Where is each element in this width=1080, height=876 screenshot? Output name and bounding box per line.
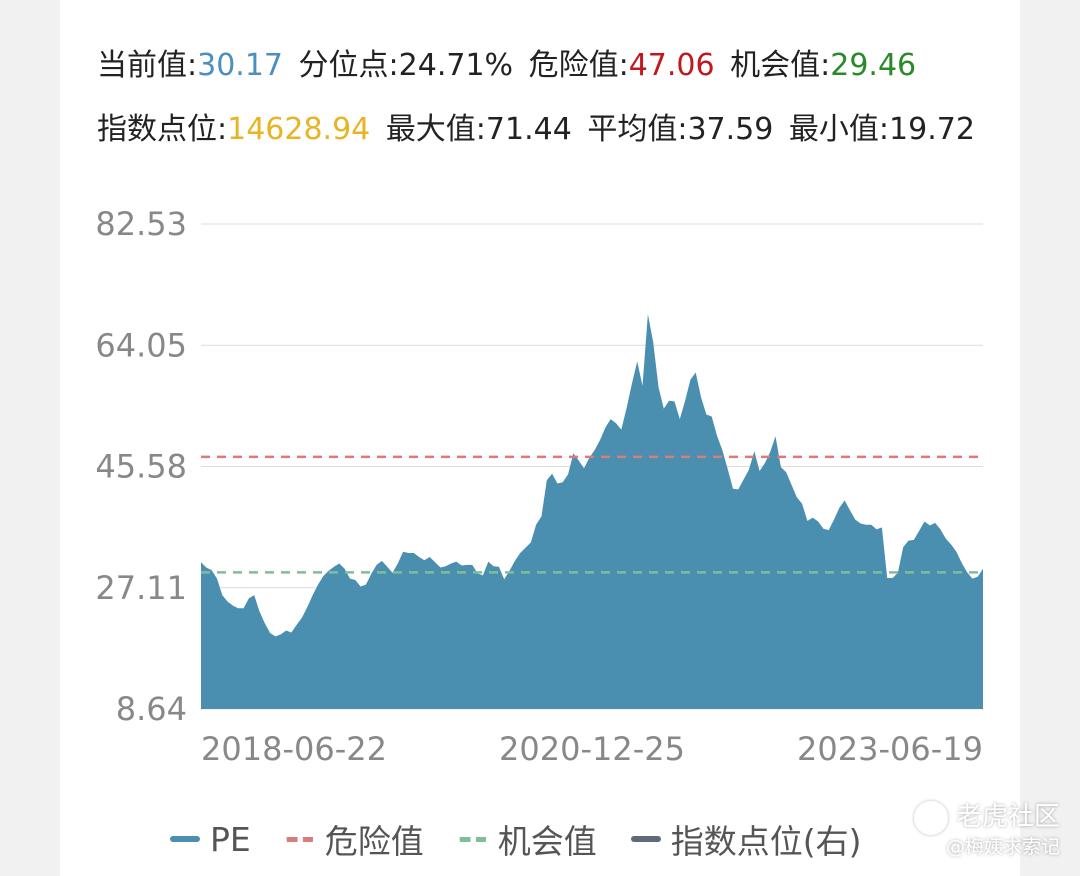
legend-chance-label: 机会值	[497, 822, 597, 861]
min-label: 最小值:	[788, 112, 890, 147]
pe-area-series	[201, 314, 983, 709]
legend-danger-label: 危险值	[324, 822, 424, 861]
stats-row-1: 当前值:30.17 分位点:24.71% 危险值:47.06 机会值:29.46	[97, 40, 922, 84]
percentile-stat: 分位点:24.71%	[299, 48, 514, 83]
x-axis: 2018-06-22 2020-12-25 2023-06-19	[201, 730, 983, 768]
percentile-value: 24.71%	[398, 48, 514, 83]
danger-stat: 危险值:47.06	[529, 48, 715, 83]
legend-index-label: 指数点位(右)	[670, 822, 862, 861]
legend: PE 危险值 机会值 指数点位(右)	[170, 815, 896, 863]
index-label: 指数点位:	[97, 112, 228, 147]
current-label: 当前值:	[97, 48, 198, 83]
chance-stat: 机会值:29.46	[730, 48, 916, 83]
current-stat: 当前值:30.17	[97, 48, 283, 83]
min-value: 19.72	[889, 112, 975, 147]
legend-danger[interactable]: 危险值	[284, 815, 424, 863]
legend-pe-label: PE	[210, 819, 251, 859]
danger-value: 47.06	[628, 48, 715, 83]
percentile-label: 分位点:	[298, 48, 399, 83]
avg-stat: 平均值:37.59	[587, 112, 773, 147]
index-swatch-icon	[630, 836, 661, 842]
chart-card	[60, 0, 1020, 876]
legend-pe[interactable]: PE	[170, 820, 251, 859]
chance-value: 29.46	[830, 48, 917, 83]
index-stat: 指数点位:14628.94	[97, 112, 370, 147]
chance-label: 机会值:	[730, 48, 831, 83]
min-stat: 最小值:19.72	[789, 112, 975, 147]
watermark: 老虎社区 @梅姨求索记	[913, 800, 1060, 861]
y-tick-label: 82.53	[95, 205, 187, 243]
watermark-author: @梅姨求索记	[945, 836, 1060, 859]
y-tick-label: 27.11	[95, 569, 187, 607]
pe-swatch-icon	[170, 836, 200, 842]
legend-chance[interactable]: 机会值	[457, 815, 597, 863]
danger-label: 危险值:	[528, 48, 629, 83]
x-tick-label: 2018-06-22	[201, 730, 387, 768]
avg-value: 37.59	[687, 112, 774, 147]
x-tick-label: 2020-12-25	[499, 730, 685, 768]
chance-swatch-icon	[457, 836, 488, 842]
max-stat: 最大值:71.44	[386, 112, 572, 147]
y-tick-label: 8.64	[116, 690, 187, 728]
danger-swatch-icon	[284, 836, 315, 842]
y-tick-label: 45.58	[95, 448, 187, 486]
watermark-brand: 老虎社区	[955, 802, 1060, 832]
y-axis: 82.53 64.05 45.58 27.11 8.64	[95, 205, 187, 728]
brand-logo-icon	[913, 800, 948, 835]
stats-row-2: 指数点位:14628.94 最大值:71.44 平均值:37.59 最小值:19…	[97, 104, 981, 148]
max-value: 71.44	[485, 112, 572, 147]
legend-index[interactable]: 指数点位(右)	[630, 815, 862, 863]
current-value: 30.17	[197, 48, 283, 83]
x-tick-label: 2023-06-19	[797, 730, 983, 768]
index-value: 14628.94	[227, 112, 371, 147]
max-label: 最大值:	[385, 112, 486, 147]
y-tick-label: 64.05	[95, 326, 187, 364]
avg-label: 平均值:	[587, 112, 688, 147]
pe-chart: 82.53 64.05 45.58 27.11 8.64 2018-06-22 2020-…	[95, 205, 983, 768]
